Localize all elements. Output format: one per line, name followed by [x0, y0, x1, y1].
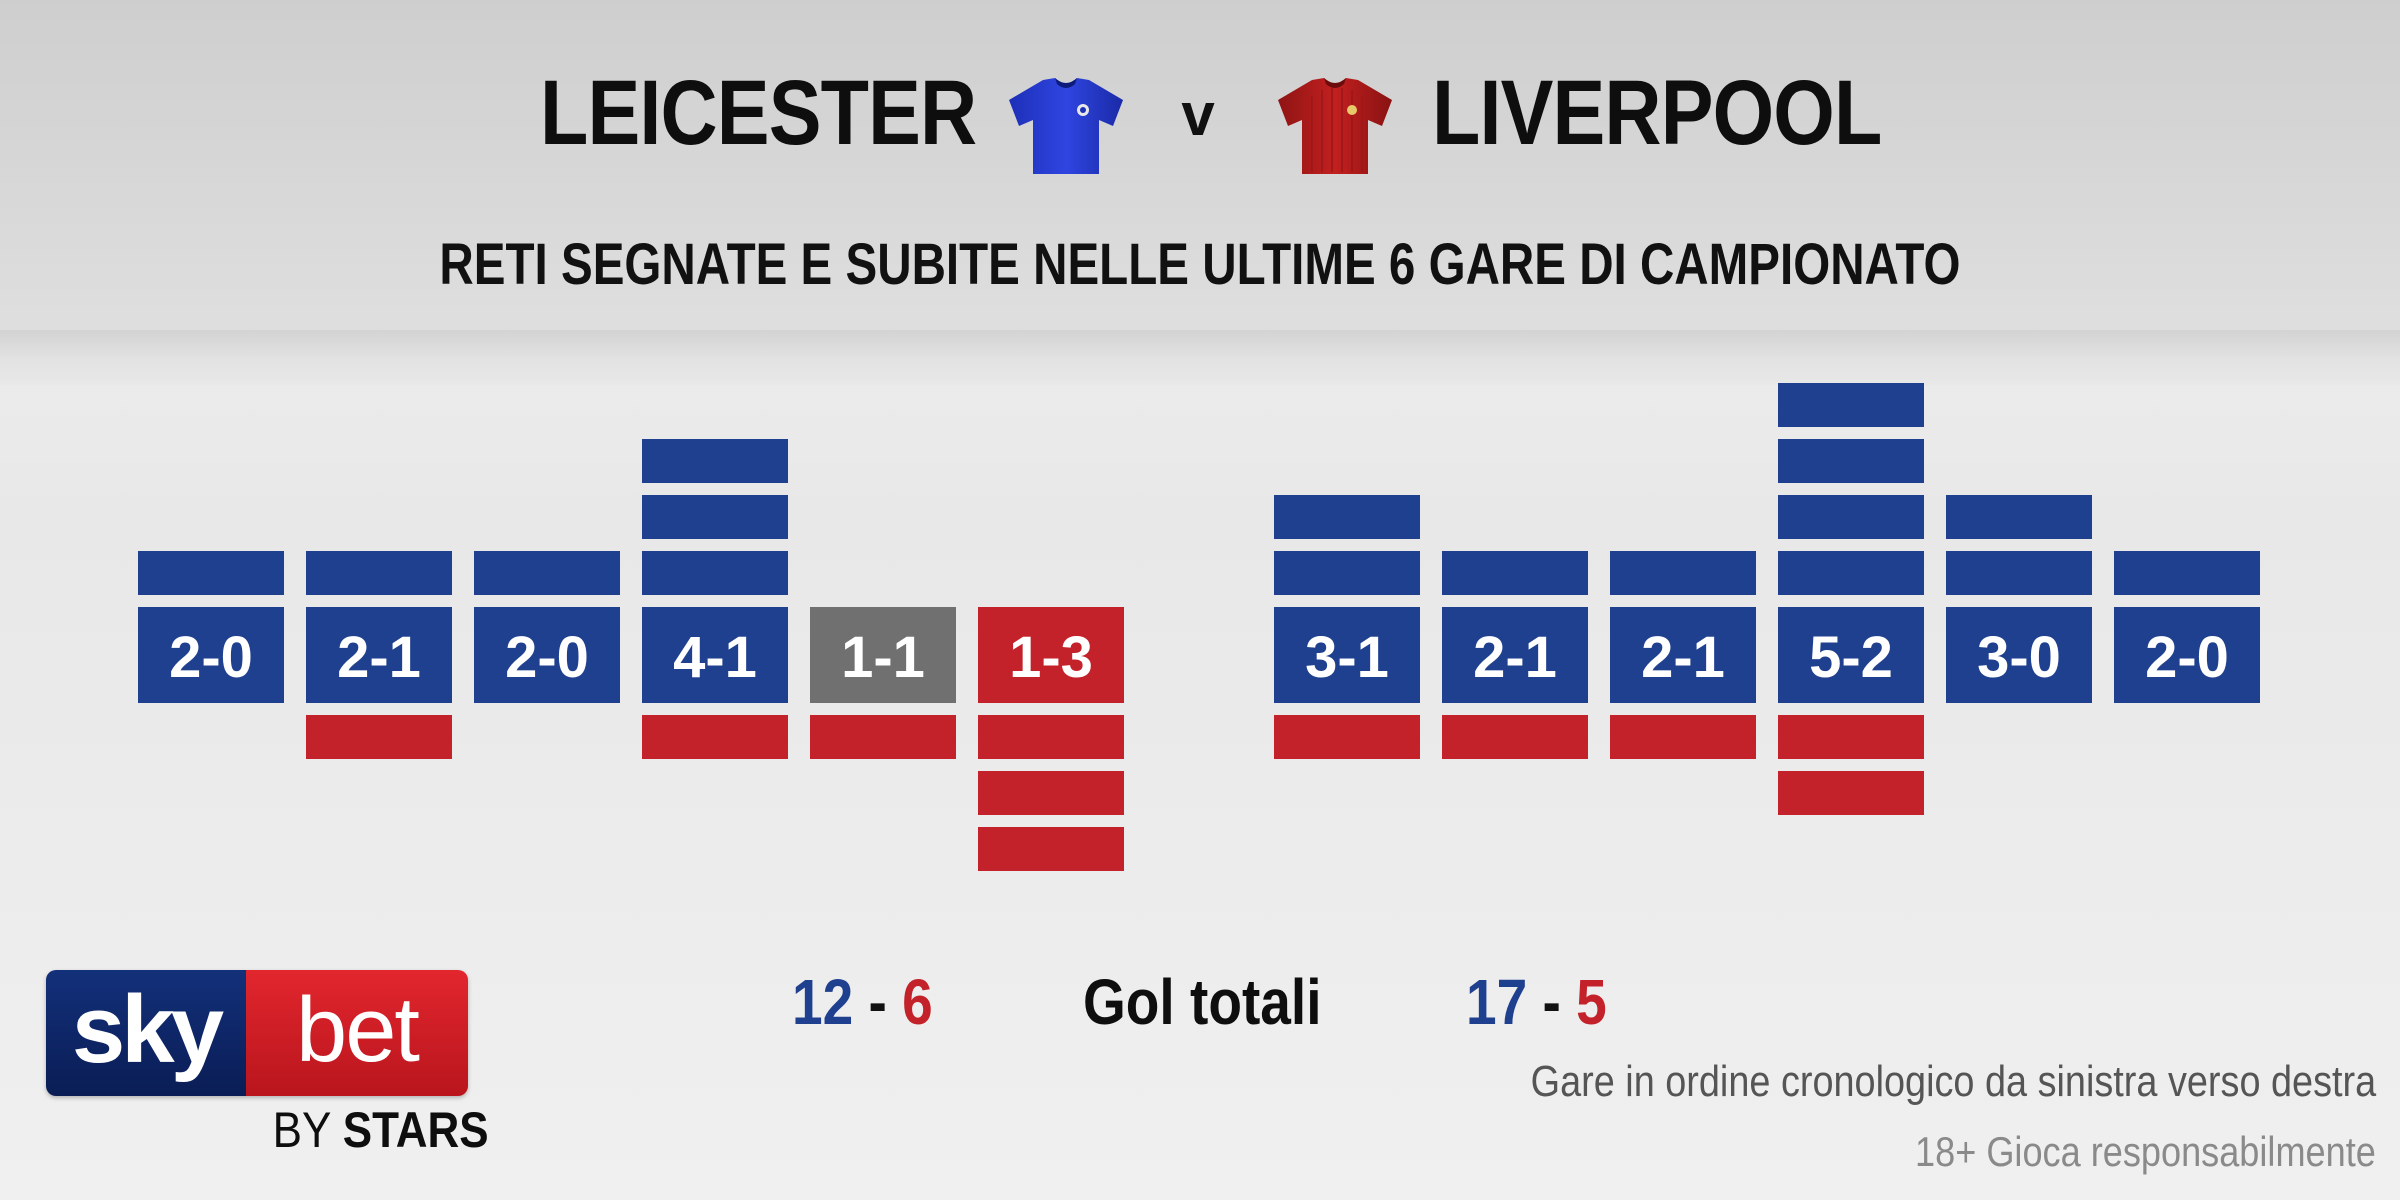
stadium-hoardings: [0, 330, 2400, 385]
goal-scored-block: [1778, 551, 1924, 595]
logo-bet-text: bet: [246, 970, 468, 1096]
goal-conceded-block: [306, 715, 452, 759]
score-label: 2-0: [2145, 625, 2229, 690]
score-box: [306, 607, 452, 703]
goal-conceded-block: [1778, 715, 1924, 759]
score-box: [474, 607, 620, 703]
blue-football-shirt-icon: [1009, 78, 1123, 174]
goal-conceded-block: [642, 715, 788, 759]
goal-conceded-block: [1274, 715, 1420, 759]
score-label: 4-1: [673, 625, 757, 690]
score-label: 2-1: [337, 625, 421, 690]
goal-scored-block: [1946, 495, 2092, 539]
goal-conceded-block: [978, 827, 1124, 871]
goal-scored-block: [1274, 551, 1420, 595]
logo-stars-text: STARS: [342, 1102, 489, 1158]
away-goals-conceded-total: 5: [1576, 966, 1607, 1038]
score-label: 2-1: [1473, 625, 1557, 690]
score-label: 2-1: [1641, 625, 1725, 690]
goal-scored-block: [642, 439, 788, 483]
score-label: 3-0: [1977, 625, 2061, 690]
goal-scored-block: [306, 551, 452, 595]
away-totals: 17 - 5: [1466, 962, 1607, 1042]
logo-by-text: BY: [272, 1102, 331, 1158]
skybet-logo: sky bet: [46, 970, 468, 1096]
score-label: 1-1: [841, 625, 925, 690]
goal-scored-block: [1778, 439, 1924, 483]
score-box: [1610, 607, 1756, 703]
goal-conceded-block: [978, 771, 1124, 815]
score-box: [978, 607, 1124, 703]
score-label: 2-0: [505, 625, 589, 690]
goal-scored-block: [1274, 495, 1420, 539]
totals-separator: -: [868, 966, 887, 1038]
goal-scored-block: [2114, 551, 2260, 595]
versus-label: v: [1181, 81, 1215, 148]
goal-scored-block: [474, 551, 620, 595]
goal-conceded-block: [810, 715, 956, 759]
goal-conceded-block: [1778, 771, 1924, 815]
totals-separator: -: [1542, 966, 1561, 1038]
logo-by-stars: BY STARS: [272, 1098, 489, 1162]
goal-scored-block: [1442, 551, 1588, 595]
score-box: [810, 607, 956, 703]
responsible-gambling-note: 18+ Gioca responsabilmente: [1915, 1128, 2376, 1175]
score-box: [138, 607, 284, 703]
chronological-order-note: Gare in ordine cronologico da sinistra v…: [1530, 1057, 2376, 1106]
away-goals-scored-total: 17: [1466, 966, 1528, 1038]
goal-scored-block: [642, 495, 788, 539]
totals-label: Gol totali: [1083, 966, 1322, 1038]
goal-scored-block: [1778, 383, 1924, 427]
goal-scored-block: [1610, 551, 1756, 595]
score-label: 2-0: [169, 625, 253, 690]
score-label: 3-1: [1305, 625, 1389, 690]
home-goals-scored-total: 12: [792, 966, 854, 1038]
red-football-shirt-icon: [1278, 78, 1392, 174]
chart-subtitle: RETI SEGNATE E SUBITE NELLE ULTIME 6 GAR…: [439, 232, 1961, 297]
goal-conceded-block: [978, 715, 1124, 759]
score-label: 5-2: [1809, 625, 1893, 690]
score-box: [642, 607, 788, 703]
score-box: [1274, 607, 1420, 703]
score-box: [1946, 607, 2092, 703]
home-team-name: LEICESTER: [540, 62, 977, 164]
home-totals: 12 - 6: [792, 962, 933, 1042]
score-box: [1442, 607, 1588, 703]
score-box: [2114, 607, 2260, 703]
away-team-name: LIVERPOOL: [1432, 62, 1882, 164]
goal-scored-block: [642, 551, 788, 595]
goal-scored-block: [138, 551, 284, 595]
goal-conceded-block: [1442, 715, 1588, 759]
goal-scored-block: [1778, 495, 1924, 539]
score-box: [1778, 607, 1924, 703]
logo-sky-text: sky: [46, 970, 246, 1096]
goal-conceded-block: [1610, 715, 1756, 759]
score-label: 1-3: [1009, 625, 1093, 690]
goal-scored-block: [1946, 551, 2092, 595]
home-goals-conceded-total: 6: [902, 966, 933, 1038]
